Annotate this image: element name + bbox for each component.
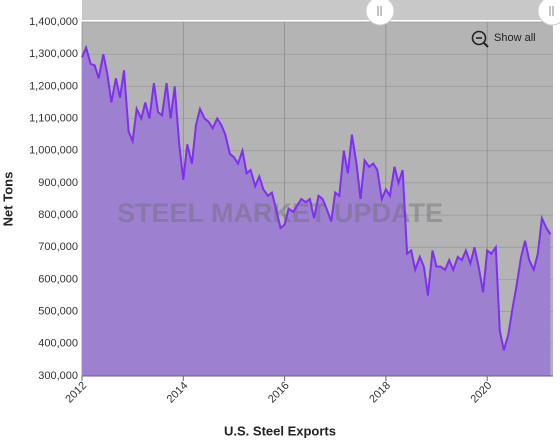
y-tick-label: 1,200,000	[29, 80, 78, 92]
show-all-button[interactable]: Show all	[471, 30, 536, 48]
y-axis-label: Net Tons	[0, 172, 15, 227]
y-tick-label: 900,000	[38, 177, 78, 189]
plot-area: STEEL MARKET UPDATE	[81, 21, 553, 377]
chart-title: U.S. Steel Exports	[224, 423, 336, 438]
y-tick-label: 400,000	[38, 338, 78, 350]
y-tick-label: 700,000	[38, 241, 78, 253]
y-tick-label: 500,000	[38, 306, 78, 318]
x-tick-label: 2012	[63, 380, 89, 406]
x-tick-label: 2020	[469, 380, 495, 406]
x-tick-label: 2016	[266, 380, 292, 406]
navigator-handle[interactable]	[537, 0, 560, 26]
y-tick-label: 300,000	[38, 370, 78, 382]
navigator-handle[interactable]	[365, 0, 395, 26]
y-tick-label: 1,100,000	[29, 112, 78, 124]
x-tick-label: 2014	[165, 380, 191, 406]
y-tick-label: 1,300,000	[29, 48, 78, 60]
y-tick-label: 800,000	[38, 209, 78, 221]
x-tick-label: 2018	[367, 380, 393, 406]
line	[81, 44, 552, 351]
y-tick-label: 600,000	[38, 273, 78, 285]
y-tick-label: 1,400,000	[29, 16, 78, 28]
y-tick-label: 1,000,000	[29, 145, 78, 157]
show-all-label[interactable]: Show all	[494, 32, 536, 44]
navigator	[82, 0, 560, 20]
